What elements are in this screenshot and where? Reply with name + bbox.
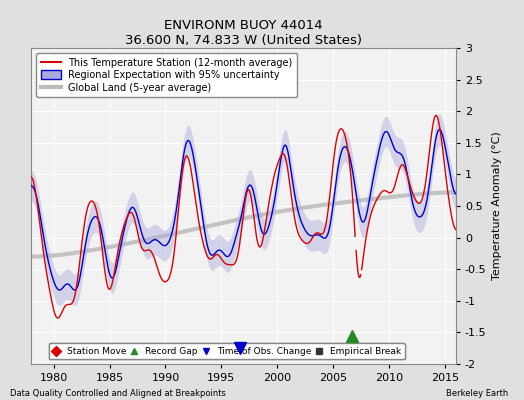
Title: ENVIRONM BUOY 44014
36.600 N, 74.833 W (United States): ENVIRONM BUOY 44014 36.600 N, 74.833 W (… <box>125 19 362 47</box>
Y-axis label: Temperature Anomaly (°C): Temperature Anomaly (°C) <box>492 132 502 280</box>
Text: Data Quality Controlled and Aligned at Breakpoints: Data Quality Controlled and Aligned at B… <box>10 389 226 398</box>
Text: Berkeley Earth: Berkeley Earth <box>446 389 508 398</box>
Legend: Station Move, Record Gap, Time of Obs. Change, Empirical Break: Station Move, Record Gap, Time of Obs. C… <box>49 343 405 360</box>
